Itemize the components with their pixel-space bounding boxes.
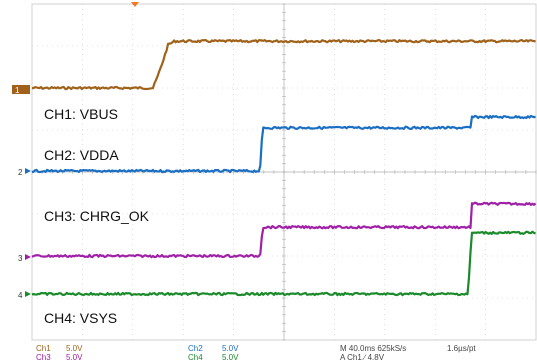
channel-label-ch1-text: CH1: VBUS [44, 106, 118, 122]
ground-marker-ch2: 2 [18, 168, 31, 177]
ground-marker-ch4: 4 [18, 291, 31, 300]
channel-label-ch2-text: CH2: VDDA [44, 147, 119, 163]
status-ch3-scale: 5.0V [66, 353, 83, 362]
channel-label-ch3: CH3: CHRG_OK [44, 208, 150, 224]
status-timebase: M 40.0ms 625kS/s [340, 344, 406, 353]
trace-ch3 [31, 201, 537, 259]
trace-ch4 [31, 230, 536, 297]
ground-marker-ch1: 1 [12, 85, 30, 95]
channel-label-ch2: CH2: VDDA [44, 147, 119, 163]
status-ch2-scale: 5.0V [222, 344, 239, 353]
ground-marker-ch1-text: 1 [15, 86, 20, 95]
status-ch4-scale: 5.0V [222, 353, 239, 362]
channel-label-ch4: CH4: VSYS [44, 310, 117, 326]
status-bar: Ch1 5.0V Ch3 5.0V Ch2 5.0V Ch4 5.0V M 40… [36, 344, 476, 362]
status-ch4-name: Ch4 [188, 353, 203, 362]
traces [31, 39, 537, 297]
channel-label-ch1: CH1: VBUS [44, 106, 118, 122]
ground-marker-ch4-text: 4 [18, 291, 23, 300]
ground-marker-ch2-text: 2 [18, 168, 23, 177]
ground-marker-ch3-text: 3 [18, 254, 23, 263]
channel-label-ch3-text: CH3: CHRG_OK [44, 208, 150, 224]
channel-label-ch4-text: CH4: VSYS [44, 310, 117, 326]
trace-ch2 [31, 114, 536, 174]
status-ch3-name: Ch3 [36, 353, 51, 362]
status-trigger: A Ch1 ∕ 4.8V [340, 353, 385, 362]
graticule [31, 3, 537, 341]
ground-marker-ch3: 3 [18, 254, 31, 263]
status-ch1-scale: 5.0V [66, 344, 83, 353]
status-resolution: 1.6µs/pt [447, 344, 476, 353]
status-ch1-name: Ch1 [36, 344, 51, 353]
status-ch2-name: Ch2 [188, 344, 203, 353]
trace-ch1 [31, 39, 536, 91]
trigger-marker [131, 2, 139, 7]
